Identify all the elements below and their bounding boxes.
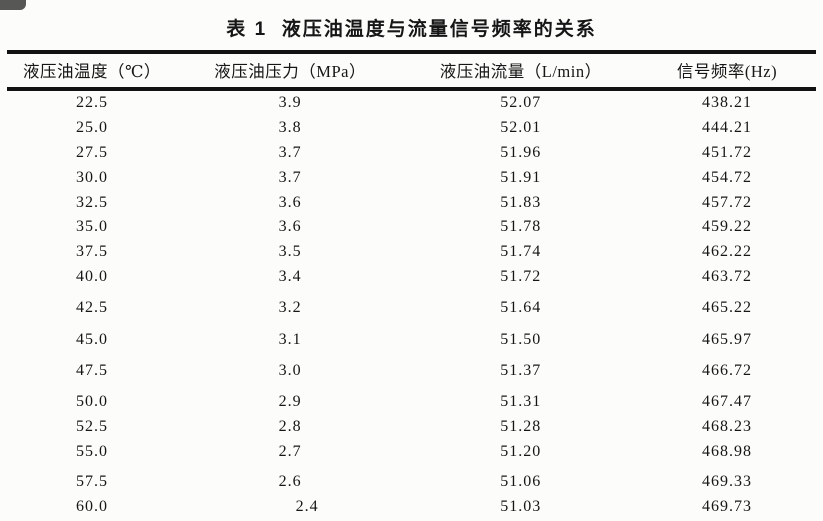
table-cell: 454.72 — [702, 168, 752, 186]
table-row: 25.0 3.8 52.01 444.21 — [7, 116, 816, 141]
table-row: 55.0 2.7 51.20 468.98 — [7, 440, 816, 465]
table-cell: 51.31 — [500, 393, 542, 411]
table-cell: 57.5 — [75, 473, 108, 491]
table-cell: 468.23 — [702, 418, 752, 436]
table-cell: 51.91 — [500, 168, 542, 186]
table-cell: 3.7 — [278, 168, 302, 186]
table-cell: 3.4 — [278, 267, 302, 285]
table-cell: 3.8 — [278, 119, 302, 137]
table-row: 32.5 3.6 51.83 457.72 — [7, 190, 816, 215]
table-cell: 463.72 — [702, 267, 752, 285]
table-row: 30.0 3.7 51.91 454.72 — [7, 165, 816, 190]
table-cell: 60.0 — [75, 498, 108, 516]
table-row: 40.0 3.4 51.72 463.72 — [7, 264, 816, 289]
table-cell: 469.73 — [702, 498, 752, 516]
table-cell: 2.7 — [278, 442, 302, 460]
table-cell: 42.5 — [75, 299, 108, 317]
table-cell: 469.33 — [702, 473, 752, 491]
table-row: 60.0 2.4 51.03 469.73 — [7, 495, 816, 520]
table-cell: 51.28 — [500, 418, 542, 436]
table-cell: 55.0 — [75, 442, 108, 460]
table-cell: 25.0 — [75, 119, 108, 137]
table-cell: 2.4 — [295, 498, 319, 516]
table-cell: 3.6 — [278, 193, 302, 211]
table-cell: 444.21 — [702, 119, 752, 137]
table-cell: 47.5 — [75, 362, 108, 380]
table-header: 液压油温度（℃） 液压油压力（MPa） 液压油流量（L/min） 信号频率(Hz… — [7, 52, 816, 91]
column-header-frequency: 信号频率(Hz) — [638, 52, 816, 91]
table-cell: 2.6 — [278, 473, 302, 491]
table-cell: 466.72 — [702, 362, 752, 380]
scan-artifact — [0, 0, 26, 10]
column-header-pressure: 液压油压力（MPa） — [176, 52, 404, 91]
table-cell: 52.5 — [75, 418, 108, 436]
data-table: 液压油温度（℃） 液压油压力（MPa） 液压油流量（L/min） 信号频率(Hz… — [7, 50, 816, 521]
table-body: 22.5 3.9 52.07 438.21 25.0 3.8 52.01 444.21 27.5… — [7, 89, 816, 521]
table-cell: 51.03 — [500, 498, 542, 516]
table-cell: 2.9 — [278, 393, 302, 411]
table-cell: 3.0 — [278, 362, 302, 380]
table-cell: 35.0 — [75, 218, 108, 236]
table-cell: 27.5 — [75, 143, 108, 161]
table-cell: 51.20 — [500, 442, 542, 460]
table-cell: 465.97 — [702, 330, 752, 348]
table-cell: 2.8 — [278, 418, 302, 436]
column-header-temperature: 液压油温度（℃） — [7, 52, 177, 91]
table-cell: 3.7 — [278, 143, 302, 161]
table-cell: 51.37 — [500, 362, 542, 380]
table-cell: 32.5 — [75, 193, 108, 211]
table-row: 50.0 2.9 51.31 467.47 — [7, 383, 816, 414]
table-cell: 51.64 — [500, 299, 542, 317]
table-row: 52.5 2.8 51.28 468.23 — [7, 415, 816, 440]
table-cell: 459.22 — [702, 218, 752, 236]
table-cell: 3.6 — [278, 218, 302, 236]
table-title: 表 1 液压油温度与流量信号频率的关系 — [226, 19, 597, 40]
table-cell: 3.9 — [278, 94, 302, 112]
table-cell: 30.0 — [75, 168, 108, 186]
header-row: 液压油温度（℃） 液压油压力（MPa） 液压油流量（L/min） 信号频率(Hz… — [7, 52, 816, 91]
table-cell: 51.83 — [500, 193, 542, 211]
table-row: 57.5 2.6 51.06 469.33 — [7, 464, 816, 494]
table-cell: 40.0 — [75, 267, 108, 285]
table-cell: 22.5 — [75, 94, 108, 112]
table-cell: 451.72 — [702, 143, 752, 161]
table-cell: 467.47 — [702, 393, 752, 411]
table-cell: 51.06 — [500, 473, 542, 491]
table-cell: 3.5 — [278, 243, 302, 261]
table-row: 47.5 3.0 51.37 466.72 — [7, 352, 816, 383]
table-row: 27.5 3.7 51.96 451.72 — [7, 141, 816, 166]
table-cell: 45.0 — [75, 330, 108, 348]
table-cell: 52.07 — [500, 94, 542, 112]
table-row: 45.0 3.1 51.50 465.97 — [7, 321, 816, 352]
table-cell: 51.72 — [500, 267, 542, 285]
table-cell: 52.01 — [500, 119, 542, 137]
table-cell: 51.50 — [500, 330, 542, 348]
table-cell: 465.22 — [702, 299, 752, 317]
table-cell: 50.0 — [75, 393, 108, 411]
table-cell: 37.5 — [75, 243, 108, 261]
table-cell: 51.78 — [500, 218, 542, 236]
table-row: 22.5 3.9 52.07 438.21 — [7, 89, 816, 116]
table-cell: 462.22 — [702, 243, 752, 261]
table-row: 37.5 3.5 51.74 462.22 — [7, 240, 816, 265]
table-row: 42.5 3.2 51.64 465.22 — [7, 289, 816, 320]
table-cell: 51.96 — [500, 143, 542, 161]
table-cell: 457.72 — [702, 193, 752, 211]
column-header-flow: 液压油流量（L/min） — [403, 52, 638, 91]
table-cell: 438.21 — [702, 94, 752, 112]
table-cell: 3.1 — [278, 330, 302, 348]
table-cell: 51.74 — [500, 243, 542, 261]
table-cell: 468.98 — [702, 442, 752, 460]
table-cell: 3.2 — [278, 299, 302, 317]
table-row: 35.0 3.6 51.78 459.22 — [7, 215, 816, 240]
